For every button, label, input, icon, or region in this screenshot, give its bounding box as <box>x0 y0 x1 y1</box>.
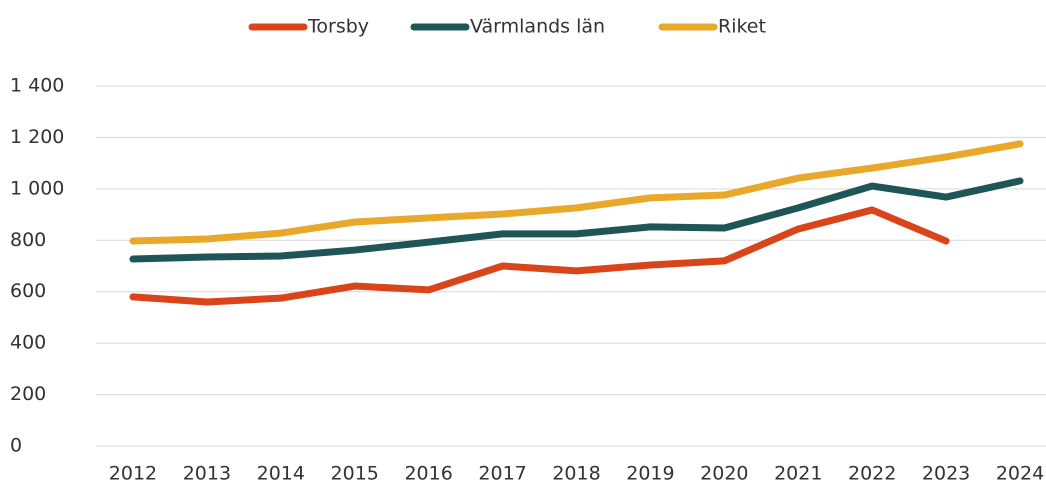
legend-label: Riket <box>718 16 766 38</box>
y-tick-label: 0 <box>10 435 22 457</box>
y-tick-label: 600 <box>10 280 46 302</box>
series-line <box>129 177 1024 263</box>
legend-label: Värmlands län <box>470 16 605 38</box>
x-tick-label: 2021 <box>774 463 822 485</box>
x-tick-label: 2024 <box>996 463 1044 485</box>
series-line <box>129 206 950 306</box>
x-tick-label: 2022 <box>848 463 896 485</box>
x-tick-label: 2018 <box>552 463 600 485</box>
x-tick-label: 2017 <box>478 463 526 485</box>
x-tick-label: 2019 <box>626 463 674 485</box>
y-tick-label: 200 <box>10 383 46 405</box>
y-tick-label: 1 400 <box>10 75 64 97</box>
x-tick-label: 2020 <box>700 463 748 485</box>
x-tick-label: 2023 <box>922 463 970 485</box>
y-tick-label: 1 200 <box>10 126 64 148</box>
y-tick-label: 400 <box>10 332 46 354</box>
x-tick-label: 2012 <box>109 463 157 485</box>
y-tick-label: 800 <box>10 229 46 251</box>
x-tick-label: 2015 <box>331 463 379 485</box>
x-tick-label: 2014 <box>257 463 305 485</box>
x-tick-label: 2016 <box>404 463 452 485</box>
y-tick-label: 1 000 <box>10 177 64 199</box>
series-line <box>129 140 1024 245</box>
x-tick-label: 2013 <box>183 463 231 485</box>
legend-label: Torsby <box>307 16 369 38</box>
